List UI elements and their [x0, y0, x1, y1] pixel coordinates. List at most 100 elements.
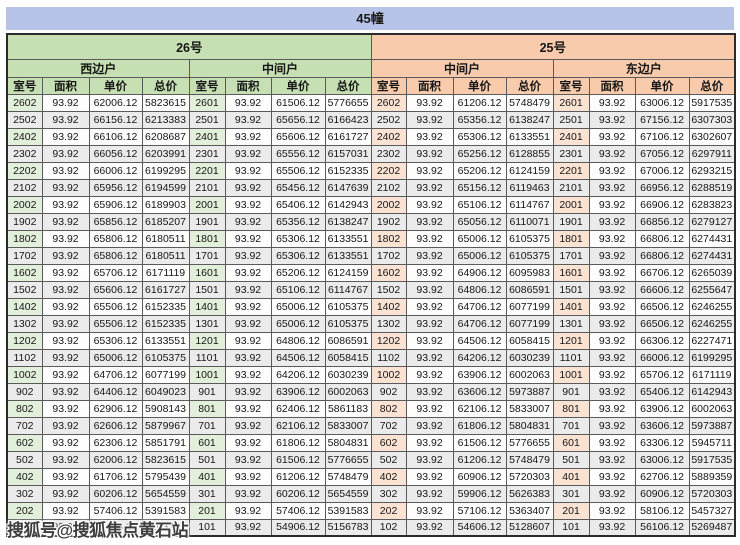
room-cell: 2602	[370, 93, 407, 112]
total-price-cell: 5973887	[688, 416, 736, 435]
total-price-cell: 6265039	[688, 263, 736, 282]
room-cell: 1502	[6, 280, 43, 299]
area-cell: 93.92	[405, 467, 454, 486]
area-cell: 93.92	[224, 450, 272, 469]
total-price-cell: 6157031	[324, 144, 372, 163]
area-cell: 93.92	[405, 144, 454, 163]
unit-price-cell: 58106.12	[634, 501, 690, 520]
area-cell: 93.92	[224, 382, 272, 401]
room-cell: 1001	[188, 365, 226, 384]
unit-price-cell: 62406.12	[270, 399, 326, 418]
total-price-cell: 6185207	[141, 212, 190, 231]
unit-price-cell: 65206.12	[452, 161, 507, 180]
unit-price-cell: 66306.12	[634, 331, 690, 350]
unit-price-cell: 65806.12	[88, 229, 143, 248]
total-price-cell: 5889359	[688, 467, 736, 486]
unit-price-cell: 63906.12	[270, 382, 326, 401]
total-price-cell: 6124159	[324, 263, 372, 282]
room-cell: 1501	[552, 280, 590, 299]
room-cell: 1801	[552, 229, 590, 248]
area-cell: 93.92	[405, 178, 454, 197]
area-cell: 93.92	[405, 399, 454, 418]
area-cell: 93.92	[405, 246, 454, 265]
unit-price-cell: 63606.12	[634, 416, 690, 435]
area-cell: 93.92	[588, 450, 636, 469]
unit-price-cell: 63606.12	[452, 382, 507, 401]
room-cell: 1702	[370, 246, 407, 265]
area-cell: 93.92	[588, 246, 636, 265]
table-row: 402 93.92 61706.12 5795439 401 93.92 61206.12 5…	[6, 467, 736, 486]
room-cell: 801	[552, 399, 590, 418]
total-price-cell: 6142943	[324, 195, 372, 214]
room-cell: 1201	[188, 331, 226, 350]
total-price-cell: 5720303	[505, 467, 554, 486]
unit-price-cell: 66506.12	[634, 297, 690, 316]
room-cell: 2401	[552, 127, 590, 146]
room-cell: 402	[370, 467, 407, 486]
room-cell: 1601	[188, 263, 226, 282]
unit-price-cell: 65406.12	[270, 195, 326, 214]
room-cell: 2402	[370, 127, 407, 146]
total-price-cell: 6119463	[505, 178, 554, 197]
total-price-cell: 6189903	[141, 195, 190, 214]
area-cell: 93.92	[224, 229, 272, 248]
room-cell: 1302	[370, 314, 407, 333]
unit-price-cell: 65706.12	[634, 365, 690, 384]
total-price-cell: 5654559	[324, 484, 372, 503]
room-cell: 201	[552, 501, 590, 520]
room-cell: 1101	[552, 348, 590, 367]
area-cell: 93.92	[588, 484, 636, 503]
area-cell: 93.92	[41, 161, 90, 180]
area-cell: 93.92	[41, 416, 90, 435]
table-row: 1102 93.92 65006.12 6105375 1101 93.92 64506.1…	[6, 348, 736, 367]
area-cell: 93.92	[588, 382, 636, 401]
area-cell: 93.92	[588, 416, 636, 435]
col-header-unit-price: 单价	[634, 76, 690, 95]
area-cell: 93.92	[588, 433, 636, 452]
total-price-cell: 6147639	[324, 178, 372, 197]
total-price-cell: 5861183	[324, 399, 372, 418]
total-price-cell: 6124159	[505, 161, 554, 180]
area-cell: 93.92	[224, 365, 272, 384]
total-price-cell: 6105375	[505, 229, 554, 248]
room-cell: 1301	[188, 314, 226, 333]
room-cell: 1901	[188, 212, 226, 231]
room-cell: 1401	[188, 297, 226, 316]
unit-price-cell: 61206.12	[452, 93, 507, 112]
room-cell: 1502	[370, 280, 407, 299]
table-row: 2302 93.92 66056.12 6203991 2301 93.92 65556.1…	[6, 144, 736, 163]
room-cell: 301	[188, 484, 226, 503]
room-cell: 2001	[188, 195, 226, 214]
unit-price-cell: 57406.12	[270, 501, 326, 520]
unit-price-cell: 62006.12	[88, 450, 143, 469]
area-cell: 93.92	[41, 450, 90, 469]
area-cell: 93.92	[41, 144, 90, 163]
room-cell: 602	[370, 433, 407, 452]
total-price-cell: 6128855	[505, 144, 554, 163]
unit-price-cell: 66006.12	[88, 161, 143, 180]
area-cell: 93.92	[41, 297, 90, 316]
total-price-cell: 6133551	[141, 331, 190, 350]
area-cell: 93.92	[588, 195, 636, 214]
total-price-cell: 6288519	[688, 178, 736, 197]
room-cell: 2402	[6, 127, 43, 146]
area-cell: 93.92	[405, 110, 454, 129]
total-price-cell: 5917535	[688, 450, 736, 469]
total-price-cell: 5748479	[324, 467, 372, 486]
unit-price-cell: 65906.12	[88, 195, 143, 214]
total-price-cell: 5879967	[141, 416, 190, 435]
unit-price-cell: 66106.12	[88, 127, 143, 146]
total-price-cell: 5851791	[141, 433, 190, 452]
area-cell: 93.92	[41, 484, 90, 503]
unit-price-cell: 60906.12	[452, 467, 507, 486]
unit-price-cell: 61506.12	[270, 93, 326, 112]
area-cell: 93.92	[41, 518, 90, 537]
unit-price-cell: 66906.12	[634, 195, 690, 214]
unit-price-cell: 65356.12	[452, 110, 507, 129]
room-cell: 2201	[552, 161, 590, 180]
unit-price-cell: 64506.12	[270, 348, 326, 367]
unit-price-cell: 57406.12	[88, 501, 143, 520]
area-cell: 93.92	[405, 314, 454, 333]
total-price-cell: 6274431	[688, 229, 736, 248]
total-price-cell: 6138247	[505, 110, 554, 129]
